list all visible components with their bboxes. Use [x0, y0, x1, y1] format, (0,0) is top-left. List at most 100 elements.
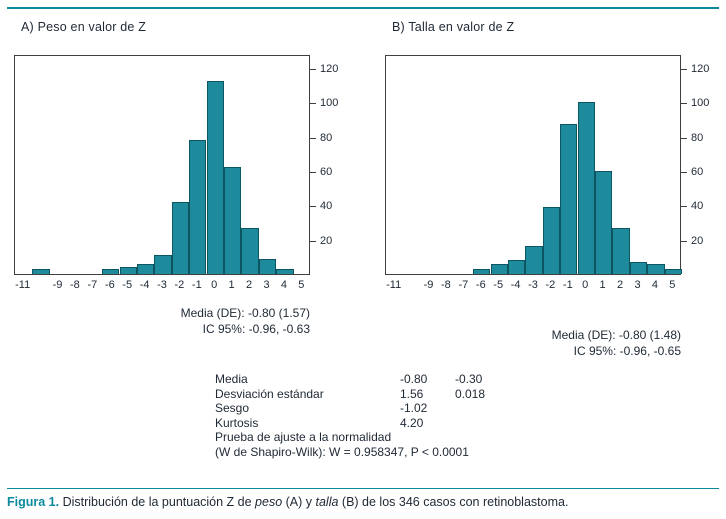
x-axis-tick-label: -9: [423, 279, 434, 291]
x-axis-tick-label: 0: [211, 279, 218, 291]
x-axis-tick-label: -4: [510, 279, 521, 291]
stats-table-label: (W de Shapiro-Wilk): W = 0.958347, P < 0…: [215, 444, 469, 459]
histogram-bar: [223, 167, 242, 274]
histogram-bar: [154, 255, 172, 274]
y-axis-tick: [681, 103, 687, 105]
y-axis-tick: [310, 137, 316, 139]
peso-plot-area: [14, 55, 310, 275]
peso-ci: IC 95%: -0.96, -0.63: [202, 321, 310, 336]
x-axis-tick-label: 1: [228, 279, 235, 291]
stats-table-label: Prueba de ajuste a la normalidad: [215, 430, 392, 445]
stats-table-value-talla: -0.30: [455, 372, 483, 386]
x-axis-tick-label: -1: [562, 279, 573, 291]
stats-table-row: Prueba de ajuste a la normalidad: [215, 430, 485, 445]
histogram-bar: [647, 264, 665, 274]
x-axis-tick-label: 3: [634, 279, 641, 291]
x-axis-tick-label: 2: [246, 279, 253, 291]
histogram-bar: [276, 269, 294, 274]
figure-caption-text: Distribución de la puntuación Z de peso …: [59, 495, 569, 509]
talla-ci: IC 95%: -0.96, -0.65: [573, 343, 681, 358]
x-axis-tick-label: 0: [582, 279, 589, 291]
caption-text-segment: Distribución de la puntuación Z de: [59, 495, 256, 509]
x-axis-tick-label: -3: [157, 279, 167, 291]
histogram-bar: [473, 269, 491, 274]
y-axis-tick: [310, 240, 316, 242]
x-axis-tick-label: -9: [52, 279, 63, 291]
x-axis-tick-label: -11: [15, 279, 31, 291]
peso-x-axis: -11 -9 -8 -7 -6 -5 -4 -3 -2 -1 0 1 2 3 4 5: [14, 279, 310, 293]
x-axis-tick-label: -6: [104, 279, 115, 291]
x-axis-tick-label: 1: [599, 279, 606, 291]
caption-text-segment: (A) y: [282, 495, 316, 509]
y-axis-tick-label: 80: [691, 131, 704, 144]
x-axis-tick-label: 5: [298, 279, 305, 291]
x-axis-tick-label: -7: [458, 279, 469, 291]
histogram-bar: [490, 264, 508, 274]
histogram-bar: [119, 267, 137, 274]
stats-table-value-peso: -0.80: [400, 372, 428, 386]
talla-mean-sd: Media (DE): -0.80 (1.48): [551, 328, 681, 342]
x-axis-tick-label: -6: [475, 279, 486, 291]
histogram-bar: [171, 202, 190, 274]
talla-plot-area: [385, 55, 682, 275]
stats-table-value-talla: 0.018: [455, 386, 486, 401]
y-axis-tick: [681, 68, 687, 70]
peso-histogram: 20 40 60 80 100 120: [14, 55, 338, 275]
y-axis-tick-label: 60: [691, 165, 704, 178]
caption-text-segment: (B) de los 346 casos con retinoblastoma.: [338, 495, 569, 509]
y-axis-tick-label: 120: [320, 62, 339, 75]
x-axis-tick-label: -8: [441, 279, 451, 291]
stats-table-row: Kurtosis 4.20: [215, 416, 485, 431]
y-axis-tick-label: 40: [691, 200, 704, 213]
histogram-bar: [542, 207, 561, 274]
figure-caption-label: Figura 1.: [7, 495, 60, 509]
x-axis-tick-label: -1: [191, 279, 202, 291]
peso-mean-sd: Media (DE): -0.80 (1.57): [180, 306, 310, 320]
y-axis-tick: [681, 171, 687, 173]
panel-peso-title: A) Peso en valor de Z: [21, 20, 147, 34]
stats-table-value-peso: 1.56: [400, 386, 424, 401]
y-axis-tick: [310, 206, 316, 208]
panel-talla: B) Talla en valor de Z 20 40 60 80 100 120 -1…: [385, 20, 726, 360]
y-axis-tick-label: 80: [320, 131, 333, 144]
histogram-bar: [102, 269, 120, 274]
y-axis-tick: [310, 103, 316, 105]
x-axis-tick-label: 3: [263, 279, 270, 291]
y-axis-tick-label: 120: [691, 62, 710, 75]
stats-table-row: Media -0.80 -0.30: [215, 372, 485, 387]
x-axis-tick-label: 5: [669, 279, 676, 291]
stats-table-value-peso: 4.20: [400, 415, 424, 430]
x-axis-tick-label: -7: [87, 279, 98, 291]
stats-table-label: Sesgo: [215, 401, 250, 416]
stats-table: Media -0.80 -0.30 Desviación estándar 1.56 0.…: [215, 372, 485, 460]
x-axis-tick-label: -3: [528, 279, 538, 291]
x-axis-tick-label: 2: [617, 279, 624, 291]
stats-table-row: (W de Shapiro-Wilk): W = 0.958347, P < 0…: [215, 445, 485, 460]
caption-italic-term: talla: [315, 495, 339, 509]
x-axis-tick-label: -2: [174, 279, 185, 291]
histogram-bar: [189, 140, 207, 274]
histogram-bar: [525, 246, 543, 274]
histogram-bar: [629, 262, 648, 274]
caption-italic-term: peso: [255, 495, 283, 509]
panel-peso: A) Peso en valor de Z 20 40 60 80 100 120 -11…: [14, 20, 359, 338]
talla-histogram: 20 40 60 80 100 120: [385, 55, 709, 275]
y-axis-tick-label: 20: [320, 234, 333, 247]
y-axis-tick: [310, 171, 316, 173]
y-axis-tick: [681, 137, 687, 139]
panel-talla-title: B) Talla en valor de Z: [392, 20, 515, 34]
figure-caption: Figura 1. Distribución de la puntuación …: [7, 495, 568, 509]
y-axis-tick-label: 60: [320, 165, 333, 178]
stats-table-label: Desviación estándar: [215, 386, 324, 401]
x-axis-tick-label: -5: [122, 279, 133, 291]
stats-table-value-peso: -1.02: [400, 401, 428, 416]
histogram-bar: [136, 264, 155, 274]
y-axis-tick-label: 40: [320, 200, 333, 213]
y-axis-tick-label: 100: [320, 97, 339, 110]
bottom-rule: [7, 488, 719, 489]
histogram-bar: [32, 269, 50, 274]
peso-stats: Media (DE): -0.80 (1.57) IC 95%: -0.96, …: [14, 306, 310, 338]
x-axis-tick-label: 4: [280, 279, 287, 291]
histogram-bar: [560, 124, 578, 274]
